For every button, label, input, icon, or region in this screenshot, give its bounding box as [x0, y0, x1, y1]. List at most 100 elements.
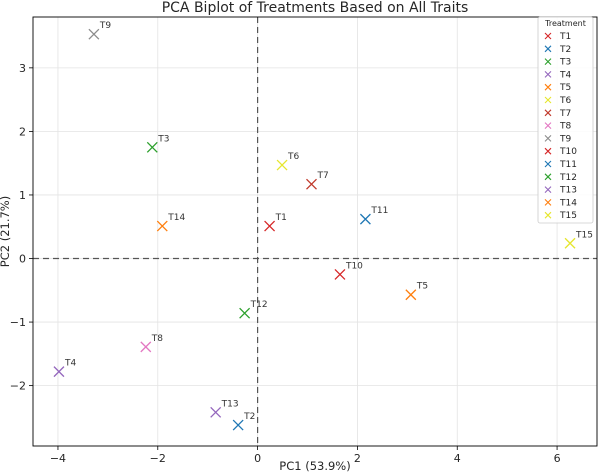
- legend-item-t10: T10: [544, 147, 577, 157]
- legend-label: T6: [559, 96, 571, 106]
- x-marker: [564, 237, 576, 249]
- legend-marker: [544, 109, 552, 117]
- legend-marker: [544, 199, 552, 206]
- legend-marker: [544, 147, 552, 155]
- x-marker: [276, 159, 288, 171]
- point-label: T1: [275, 213, 287, 223]
- point-label: T12: [250, 300, 268, 310]
- x-marker: [140, 341, 152, 353]
- legend-marker: [544, 71, 552, 78]
- y-tick-label: 2: [19, 125, 26, 138]
- legend-item-t2: T2: [544, 45, 571, 55]
- legend-label: T14: [559, 198, 577, 208]
- data-points: T1 T2 T3 T4 T5 T6 T7 T8 T9 T10 T11 T12 T13 T14 T15: [53, 21, 593, 431]
- point-label: T8: [151, 334, 163, 344]
- legend-marker: [544, 160, 552, 168]
- point-label: T5: [416, 282, 428, 292]
- legend-label: T12: [559, 173, 577, 183]
- point-label: T6: [287, 152, 299, 162]
- legend-item-t11: T11: [544, 160, 577, 170]
- point-t10: T10: [334, 261, 363, 280]
- legend-label: T5: [559, 83, 571, 93]
- legend-item-t1: T1: [544, 32, 571, 42]
- point-t1: T1: [264, 213, 287, 232]
- point-label: T15: [575, 230, 593, 240]
- legend-label: T2: [559, 45, 571, 55]
- point-t13: T13: [210, 399, 239, 418]
- x-marker: [239, 307, 251, 319]
- legend-item-t12: T12: [544, 173, 577, 183]
- legend-item-t7: T7: [544, 109, 571, 119]
- legend-item-t15: T15: [544, 211, 577, 221]
- x-marker: [156, 220, 168, 232]
- x-axis-label: PC1 (53.9%): [279, 459, 350, 472]
- point-t7: T7: [306, 171, 329, 190]
- x-marker: [88, 28, 100, 40]
- x-marker: [334, 268, 346, 280]
- y-tick-label: 1: [19, 189, 26, 202]
- x-marker: [405, 289, 417, 301]
- legend-title: Treatment: [544, 19, 586, 28]
- reference-lines: [33, 17, 597, 446]
- point-t8: T8: [140, 334, 163, 353]
- point-label: T10: [345, 261, 363, 271]
- x-axis-ticks: −4 −2 0 2 4 6: [50, 446, 561, 465]
- grid-lines: [33, 17, 597, 446]
- x-tick-label: 2: [354, 452, 361, 465]
- point-t14: T14: [156, 213, 185, 232]
- legend-marker: [544, 96, 552, 104]
- point-label: T11: [370, 206, 388, 216]
- x-marker: [53, 366, 65, 378]
- legend-label: T3: [559, 58, 571, 68]
- point-t4: T4: [53, 359, 76, 378]
- legend-label: T10: [559, 147, 577, 157]
- x-marker: [359, 213, 371, 225]
- y-axis-label: PC2 (21.7%): [0, 196, 12, 267]
- point-t6: T6: [276, 152, 300, 171]
- point-label: T13: [221, 399, 239, 409]
- y-tick-label: 0: [19, 253, 26, 266]
- x-marker: [232, 419, 244, 431]
- legend-marker: [544, 122, 552, 129]
- legend-item-t6: T6: [544, 96, 571, 106]
- legend-box: [537, 16, 594, 224]
- legend-label: T8: [559, 122, 571, 132]
- point-label: T14: [167, 213, 185, 223]
- point-t3: T3: [146, 134, 170, 153]
- legend-item-t5: T5: [544, 83, 571, 93]
- point-label: T3: [157, 134, 169, 144]
- point-t11: T11: [359, 206, 388, 225]
- legend-label: T13: [559, 186, 577, 196]
- point-label: T9: [99, 21, 111, 31]
- legend-marker: [544, 173, 552, 181]
- legend-label: T15: [559, 211, 577, 221]
- point-t9: T9: [88, 21, 111, 40]
- point-label: T7: [317, 171, 329, 181]
- legend-item-t4: T4: [544, 70, 571, 80]
- legend-label: T1: [559, 32, 571, 42]
- x-marker: [210, 406, 222, 418]
- legend: Treatment T1 T2 T3 T4 T5 T6 T7 T8 T9 T10 T11 T12 T13…: [537, 16, 594, 224]
- legend-items: T1 T2 T3 T4 T5 T6 T7 T8 T9 T10 T11 T12 T13 T14 T15: [544, 32, 577, 221]
- plot-area-frame: [32, 16, 598, 447]
- x-tick-label: 4: [454, 452, 461, 465]
- legend-label: T7: [559, 109, 571, 119]
- legend-item-t14: T14: [544, 198, 577, 208]
- point-t12: T12: [239, 300, 268, 319]
- x-marker: [264, 220, 276, 232]
- legend-marker: [544, 211, 552, 219]
- legend-item-t3: T3: [544, 58, 571, 68]
- x-marker: [306, 178, 317, 190]
- y-axis-ticks: −2 −1 0 1 2 3: [10, 62, 33, 393]
- point-label: T4: [64, 359, 76, 369]
- legend-marker: [544, 58, 552, 65]
- point-label: T2: [243, 412, 255, 422]
- legend-marker: [544, 83, 552, 91]
- y-tick-label: −1: [10, 316, 26, 329]
- point-t2: T2: [232, 412, 255, 431]
- x-tick-label: 0: [254, 452, 261, 465]
- legend-label: T11: [559, 160, 577, 170]
- legend-marker: [544, 135, 552, 142]
- legend-marker: [544, 45, 552, 53]
